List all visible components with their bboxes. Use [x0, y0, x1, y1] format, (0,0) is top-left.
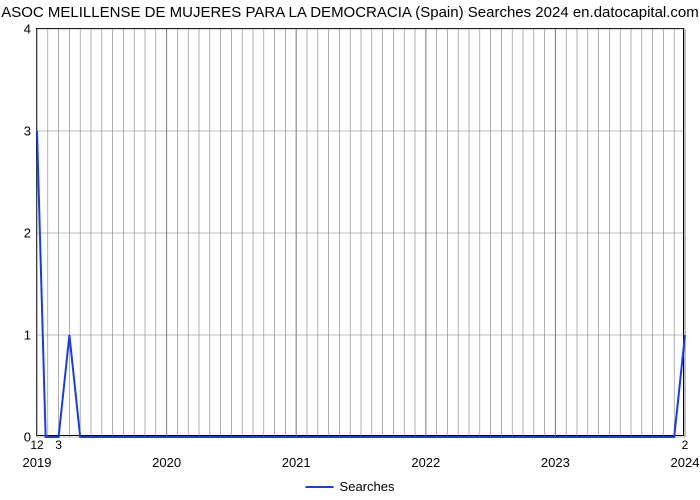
x-tick-label: 2019 [23, 455, 52, 470]
legend-line [306, 486, 334, 488]
plot-svg [37, 29, 685, 437]
count-label: 3 [55, 438, 62, 452]
chart-title: ASOC MELILLENSE DE MUJERES PARA LA DEMOC… [0, 4, 700, 21]
x-tick-label: 2024 [671, 455, 700, 470]
y-tick-label: 4 [24, 22, 31, 37]
x-tick-label: 2023 [541, 455, 570, 470]
count-label: 2 [682, 438, 689, 452]
y-tick-label: 2 [24, 226, 31, 241]
legend: Searches [306, 479, 395, 494]
legend-label: Searches [340, 479, 395, 494]
plot-area: 012342019202020212022202320241232 [36, 28, 684, 436]
count-label: 12 [30, 438, 43, 452]
x-tick-label: 2020 [152, 455, 181, 470]
x-tick-label: 2022 [411, 455, 440, 470]
x-tick-label: 2021 [282, 455, 311, 470]
y-tick-label: 3 [24, 124, 31, 139]
y-tick-label: 1 [24, 328, 31, 343]
